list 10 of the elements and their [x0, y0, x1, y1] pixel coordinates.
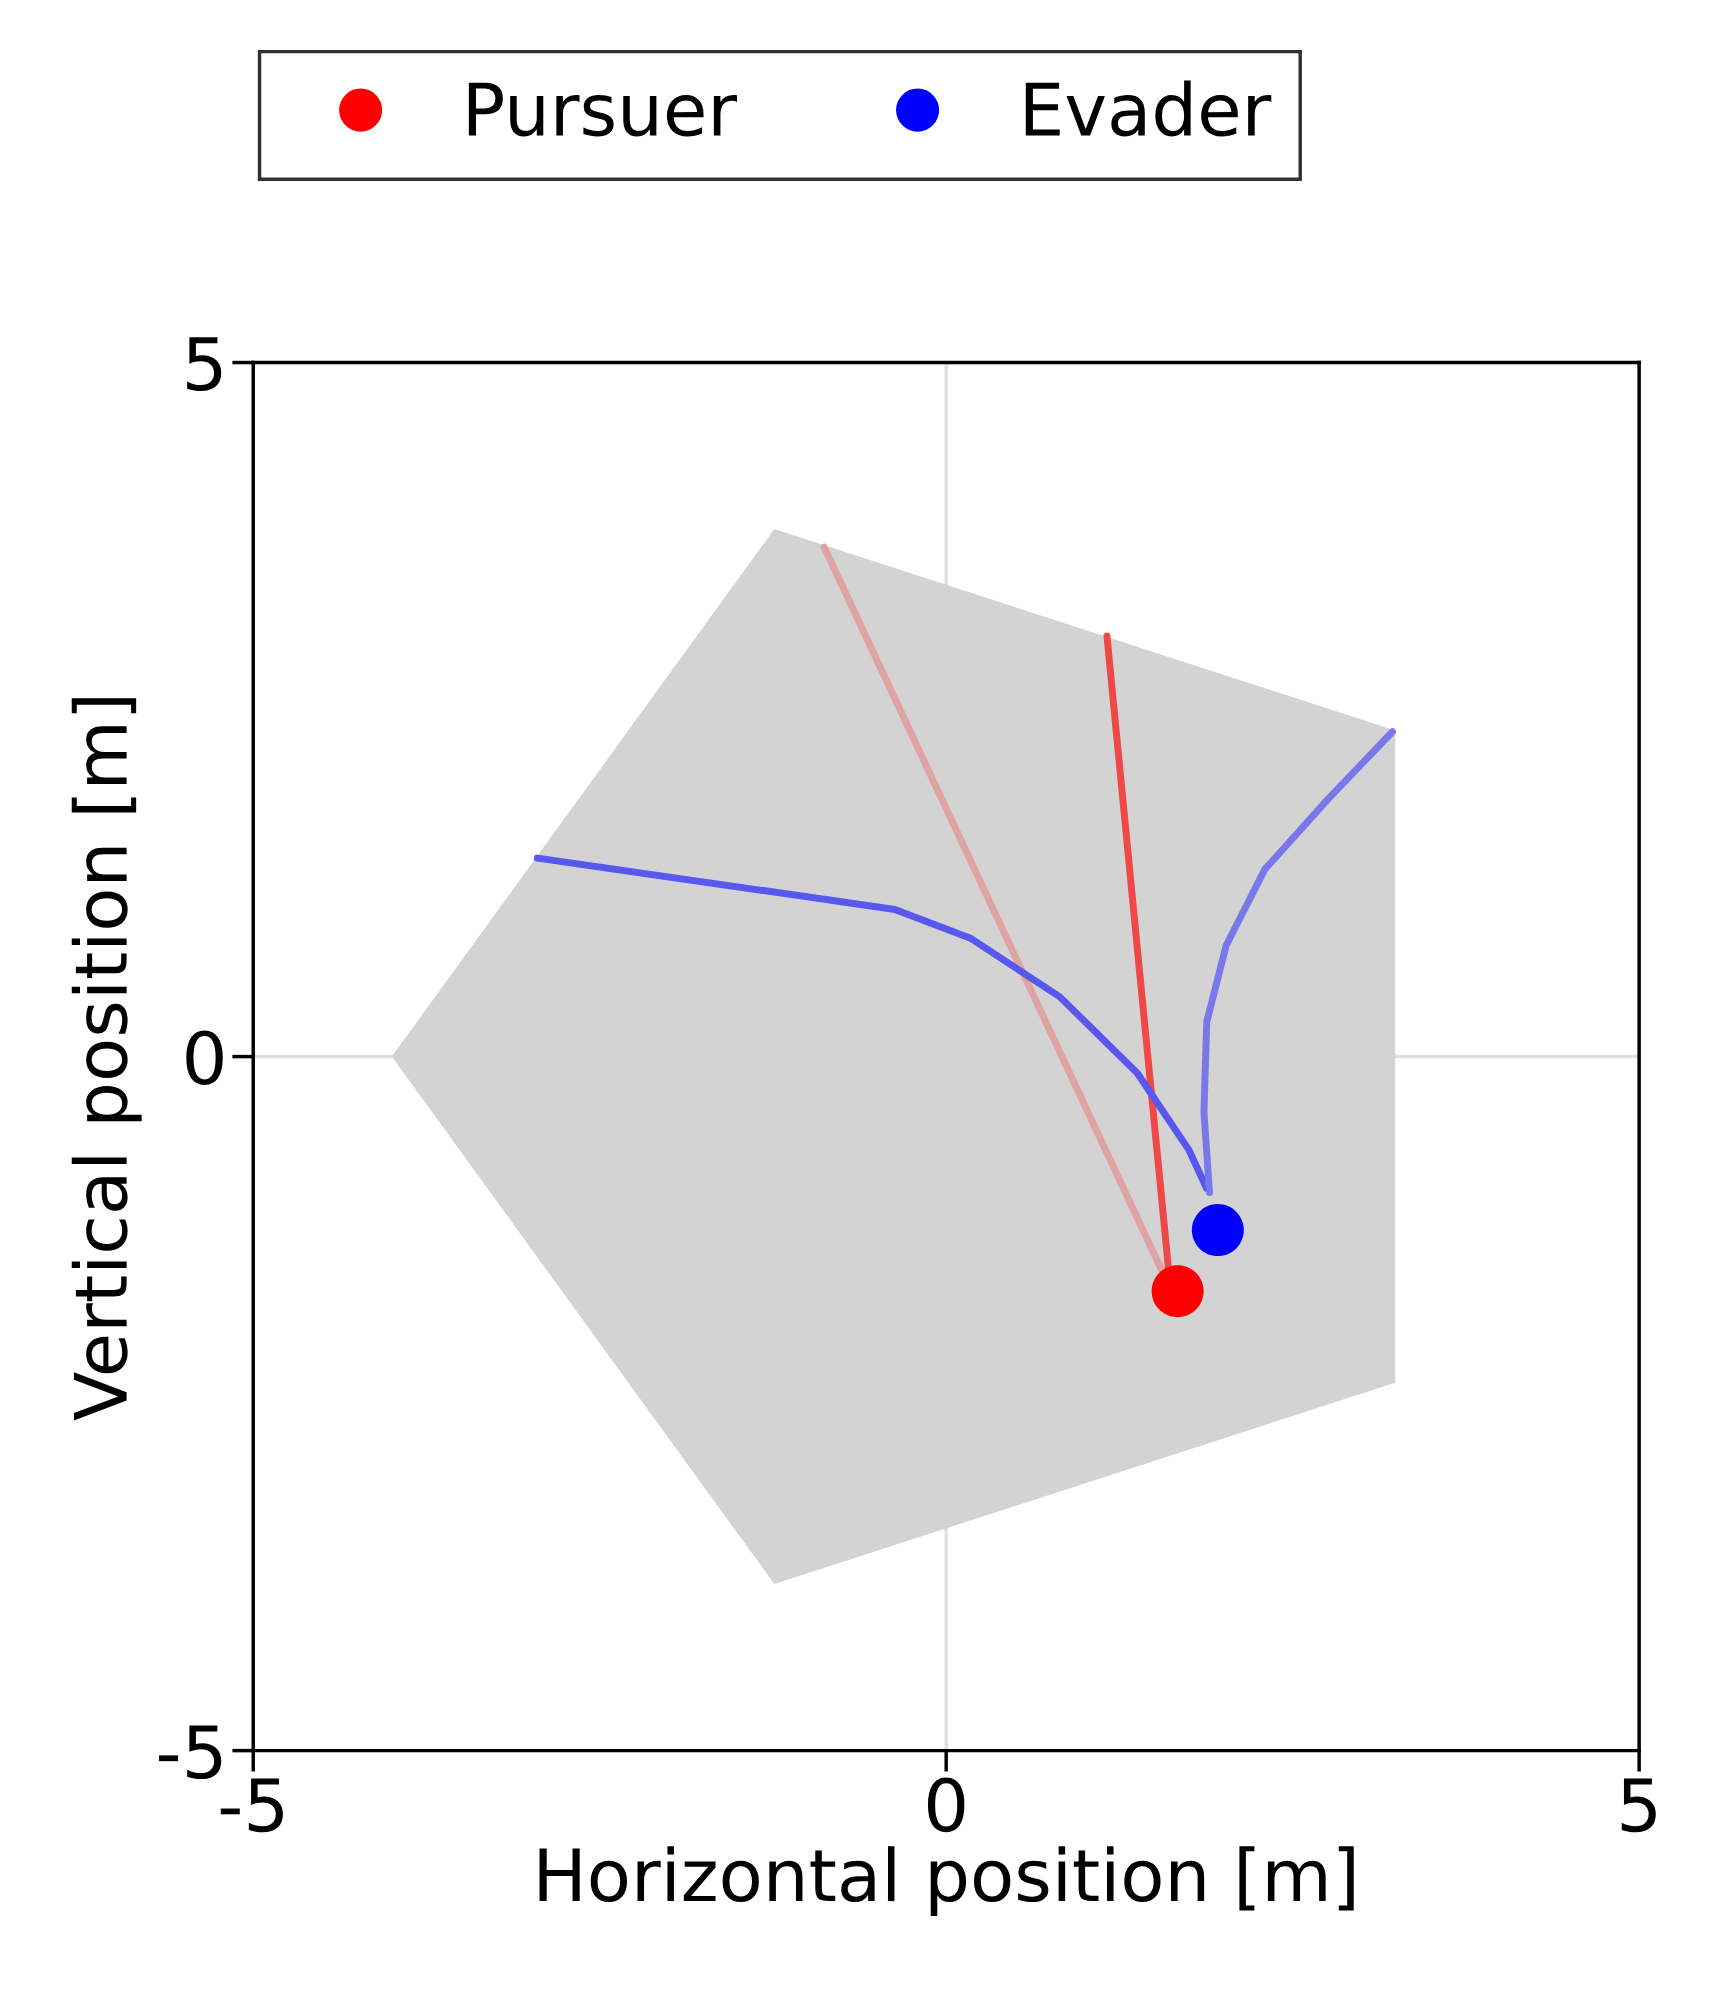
- x-tick-label: 5: [1621, 1778, 1656, 1833]
- y-axis-title: Vertical position [m]: [71, 698, 142, 1421]
- y-tick-label: 0: [186, 1030, 223, 1086]
- legend-label: Evader: [1025, 80, 1272, 137]
- y-tick-label: 5: [187, 337, 222, 392]
- y-tick-label: -5: [159, 1725, 222, 1780]
- x-tick-label: 0: [927, 1777, 965, 1833]
- x-axis-title: Horizontal position [m]: [539, 1846, 1354, 1917]
- x-tick-label: -5: [220, 1778, 283, 1833]
- legend-label: Pursuer: [468, 82, 738, 137]
